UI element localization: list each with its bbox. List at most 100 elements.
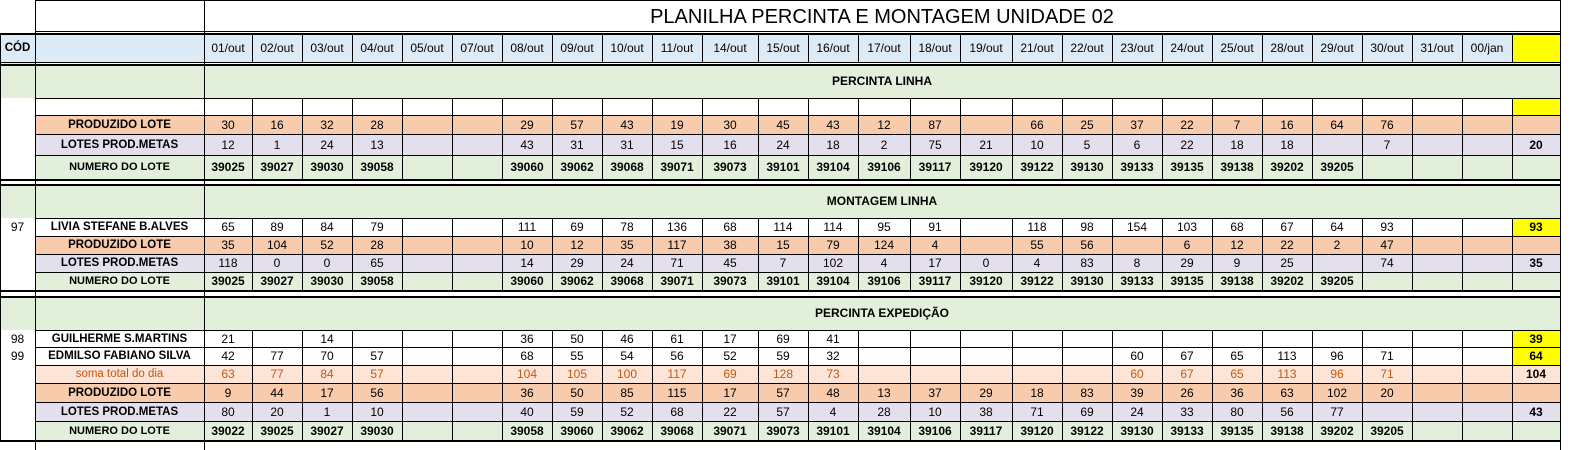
- data-cell: 12: [1230, 238, 1244, 252]
- data-cell: 117: [667, 238, 687, 252]
- data-cell: [302, 98, 352, 115]
- date-header: [1512, 34, 1560, 62]
- data-cell: 29: [1180, 256, 1194, 270]
- date-header: 23/out: [1120, 41, 1154, 55]
- sheet-title: PLANILHA PERCINTA E MONTAGEM UNIDADE 02: [650, 5, 1114, 28]
- data-cell: 36: [520, 385, 534, 400]
- v-rule: [1162, 98, 1163, 179]
- data-cell: 104: [1525, 367, 1547, 381]
- data-cell: 64: [1330, 220, 1344, 234]
- data-cell: 12: [221, 137, 235, 152]
- date-header: 22/out: [1070, 41, 1104, 55]
- data-cell: 20: [270, 404, 284, 419]
- data-cell: 42: [221, 349, 235, 363]
- data-cell: 39104: [816, 274, 850, 288]
- row-bg: [35, 155, 1512, 179]
- data-cell: 20: [1529, 137, 1543, 152]
- row-label: [35, 98, 204, 115]
- data-cell: 43: [826, 117, 840, 132]
- v-rule: [1462, 330, 1463, 440]
- h-rule: [35, 402, 1560, 403]
- v-rule: [910, 33, 911, 62]
- v-rule: [1462, 218, 1463, 290]
- data-cell: 10: [1030, 137, 1044, 152]
- total-cell-bg: [1512, 383, 1560, 402]
- data-cell: 39027: [310, 423, 344, 438]
- v-rule: [758, 330, 759, 440]
- data-cell: 33: [1180, 404, 1194, 419]
- data-cell: 16: [723, 137, 737, 152]
- row-bg: [35, 365, 1512, 383]
- v-rule: [452, 218, 453, 290]
- data-cell: 24: [1130, 404, 1144, 419]
- data-cell: 115: [667, 385, 687, 400]
- v-rule: [1512, 218, 1513, 290]
- v-rule: [602, 98, 603, 179]
- data-cell: 43: [1529, 404, 1543, 419]
- total-cell-bg: [1512, 421, 1560, 440]
- data-cell: 76: [1380, 117, 1394, 132]
- data-cell: 56: [1080, 238, 1094, 252]
- h-rule: [0, 296, 1560, 298]
- v-rule: [1112, 98, 1113, 179]
- v-rule: [402, 98, 403, 179]
- data-cell: 18: [1280, 137, 1294, 152]
- v-rule: [1362, 98, 1363, 179]
- data-cell: 78: [620, 220, 634, 234]
- data-cell: 7: [1233, 117, 1241, 132]
- v-rule: [352, 33, 353, 62]
- h-rule: [35, 115, 1560, 116]
- date-header: 21/out: [1020, 41, 1054, 55]
- data-cell: 39104: [867, 423, 901, 438]
- data-cell: 66: [1030, 117, 1044, 132]
- data-cell: 39120: [969, 160, 1003, 174]
- data-cell: 39: [1529, 331, 1543, 346]
- data-cell: 39133: [1120, 274, 1154, 288]
- data-cell: 15: [670, 137, 684, 152]
- data-cell: [1362, 155, 1412, 179]
- data-cell: [1062, 98, 1112, 115]
- data-cell: 39062: [560, 274, 594, 288]
- data-cell: 43: [620, 117, 634, 132]
- data-cell: 28: [877, 404, 891, 419]
- data-cell: 25: [1280, 256, 1294, 270]
- v-rule: [1312, 98, 1313, 179]
- code-col-header: [0, 62, 35, 98]
- data-cell: 67: [1280, 220, 1294, 234]
- data-cell: 22: [1280, 238, 1294, 252]
- data-cell: [452, 254, 502, 272]
- data-cell: 63: [221, 367, 235, 381]
- v-rule: [652, 98, 653, 179]
- data-cell: [402, 236, 452, 254]
- date-header: 11/out: [660, 41, 694, 55]
- data-cell: 39022: [211, 423, 245, 438]
- row-bg: [35, 254, 1512, 272]
- data-cell: [204, 98, 252, 115]
- data-cell: 39058: [360, 160, 394, 174]
- data-cell: 56: [1280, 404, 1294, 419]
- data-cell: 39106: [918, 423, 952, 438]
- data-cell: [702, 98, 758, 115]
- v-rule: [302, 33, 303, 62]
- data-cell: [1062, 330, 1112, 347]
- data-cell: 69: [723, 367, 737, 381]
- data-cell: 39133: [1170, 423, 1204, 438]
- data-cell: [1462, 330, 1512, 347]
- data-cell: 43: [520, 137, 534, 152]
- v-rule: [1212, 330, 1213, 440]
- data-cell: [1462, 218, 1512, 236]
- data-cell: 31: [570, 137, 584, 152]
- data-cell: 69: [1080, 404, 1094, 419]
- data-cell: 13: [877, 385, 891, 400]
- data-cell: 45: [723, 256, 737, 270]
- data-cell: 39030: [310, 160, 344, 174]
- v-rule: [1312, 33, 1313, 62]
- h-rule: [35, 134, 1560, 135]
- data-cell: 85: [620, 385, 634, 400]
- data-cell: [402, 134, 452, 155]
- row-label: LOTES PROD.METAS: [60, 257, 179, 269]
- data-cell: [758, 98, 808, 115]
- data-cell: [1362, 402, 1412, 421]
- data-cell: 17: [723, 385, 737, 400]
- data-cell: 12: [570, 238, 584, 252]
